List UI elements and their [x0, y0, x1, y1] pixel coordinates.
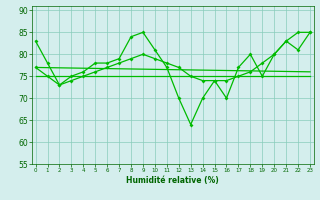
X-axis label: Humidité relative (%): Humidité relative (%): [126, 176, 219, 185]
